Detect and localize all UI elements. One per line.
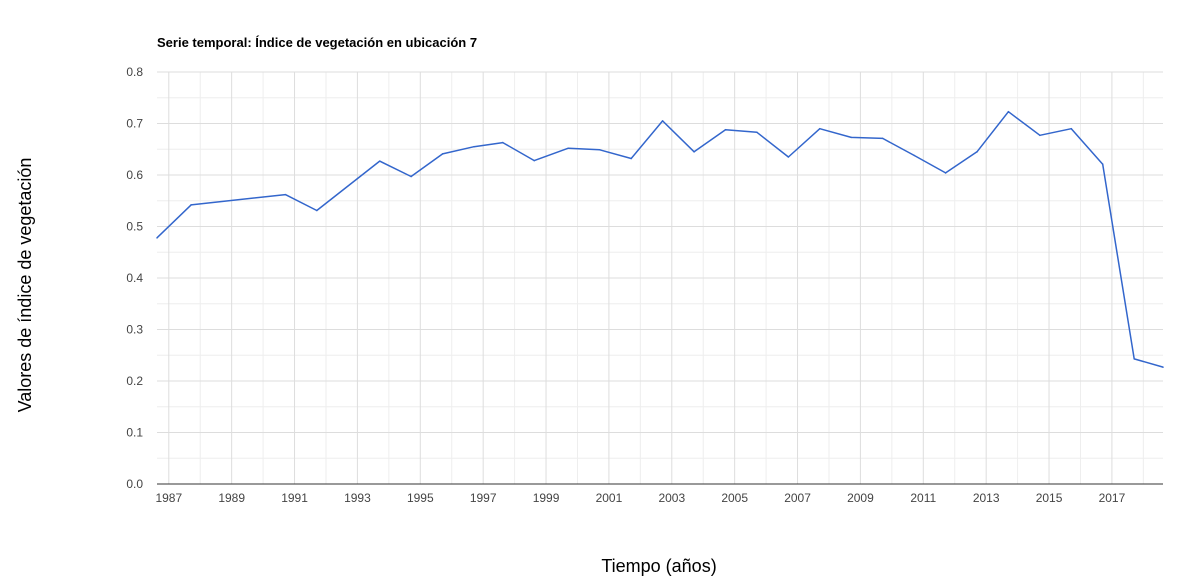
y-tick-label: 0.6 (126, 168, 143, 182)
x-tick-label: 1999 (533, 491, 560, 505)
data-point (1162, 366, 1164, 368)
data-point (410, 175, 412, 178)
data-point (630, 157, 632, 160)
x-tick-label: 1993 (344, 491, 371, 505)
data-point (1070, 127, 1073, 130)
y-tick-label: 0.7 (126, 117, 143, 131)
tick-labels: 0.0 0.1 0.2 0.3 0.4 0.5 0.6 0.7 0.8 1987 1989 1991 1… (126, 65, 1125, 505)
x-tick-label: 2001 (596, 491, 623, 505)
x-tick-label: 2005 (721, 491, 748, 505)
data-point (284, 193, 287, 196)
data-point (316, 209, 318, 212)
grid (157, 71, 1163, 484)
data-point (441, 153, 444, 155)
data-point (1133, 358, 1135, 360)
data-point (502, 141, 504, 144)
data-point (190, 204, 192, 206)
data-point (598, 149, 601, 151)
data-point (976, 151, 978, 153)
y-axis-title: Valores de índice de vegetación (15, 158, 35, 413)
y-tick-label: 0.5 (126, 220, 143, 234)
data-point (1007, 110, 1010, 113)
chart-title: Serie temporal: Índice de vegetación en … (157, 35, 477, 50)
series-line (156, 110, 1164, 368)
y-tick-label: 0.2 (126, 374, 143, 388)
data-point (661, 120, 664, 122)
data-point (1039, 134, 1041, 137)
x-tick-label: 2009 (847, 491, 874, 505)
x-tick-label: 1995 (407, 491, 434, 505)
data-point (473, 145, 475, 148)
data-point (724, 128, 727, 131)
y-tick-label: 0.8 (126, 65, 143, 79)
y-tick-label: 0.4 (126, 271, 143, 285)
data-point (693, 151, 695, 153)
x-tick-label: 1987 (155, 491, 182, 505)
data-point (881, 137, 884, 140)
x-tick-label: 1991 (281, 491, 308, 505)
x-tick-label: 2015 (1036, 491, 1063, 505)
data-point (533, 159, 535, 162)
data-point (756, 131, 758, 134)
y-tick-label: 0.3 (126, 323, 143, 337)
data-point (913, 154, 915, 157)
x-tick-label: 2011 (910, 491, 936, 505)
data-point (156, 237, 158, 239)
x-tick-label: 2017 (1099, 491, 1126, 505)
data-point (944, 172, 947, 174)
y-tick-label: 0.1 (126, 426, 143, 440)
x-tick-label: 1989 (218, 491, 245, 505)
data-point (819, 127, 821, 130)
x-axis-title: Tiempo (años) (601, 556, 716, 576)
x-tick-label: 2013 (973, 491, 1000, 505)
x-tick-label: 2003 (658, 491, 685, 505)
x-tick-label: 2007 (784, 491, 811, 505)
data-point (567, 147, 570, 149)
series-layer (156, 110, 1164, 368)
x-tick-label: 1997 (470, 491, 497, 505)
data-point (1101, 163, 1104, 165)
y-tick-label: 0.0 (126, 477, 143, 491)
data-point (850, 136, 852, 139)
data-point (378, 160, 381, 162)
data-point (787, 156, 790, 158)
